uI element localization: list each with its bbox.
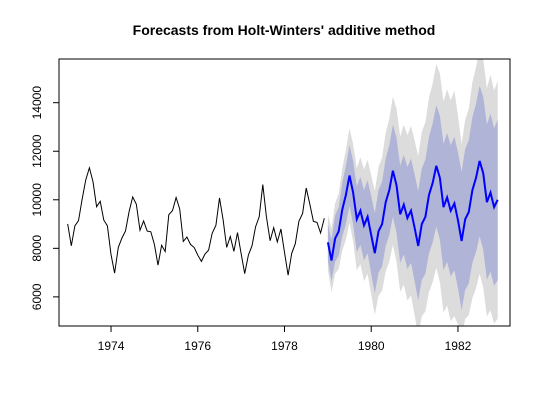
y-tick-label: 8000 [30, 235, 44, 262]
x-tick-label: 1976 [184, 339, 211, 353]
y-axis: 6000 8000 10000 12000 14000 [30, 86, 60, 310]
y-tick-label: 6000 [30, 283, 44, 310]
prediction-band-80 [327, 85, 498, 311]
x-tick-label: 1978 [271, 339, 298, 353]
y-tick-label: 14000 [30, 86, 44, 120]
chart-title: Forecasts from Holt-Winters' additive me… [133, 22, 436, 38]
y-tick-label: 10000 [30, 183, 44, 217]
x-tick-label: 1974 [98, 339, 125, 353]
plot-area [67, 59, 499, 326]
observed-series-line [67, 165, 325, 276]
x-tick-label: 1982 [445, 339, 472, 353]
x-axis: 1974 1976 1978 1980 1982 [98, 325, 472, 353]
y-tick-label: 12000 [30, 134, 44, 168]
x-tick-label: 1980 [358, 339, 385, 353]
forecast-series-line [326, 160, 499, 261]
